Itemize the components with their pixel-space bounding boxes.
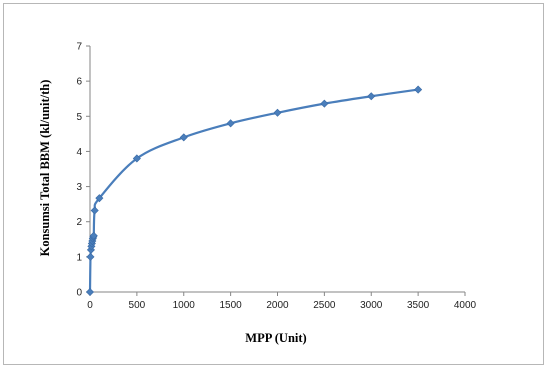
data-point-marker [179,133,188,142]
chart-frame [3,3,544,365]
data-point-marker [89,231,98,240]
data-point-marker [132,154,141,163]
axes [86,45,466,296]
x-tick-label: 3500 [407,300,430,311]
y-tick-label: 6 [76,77,82,88]
data-point-marker [226,119,235,128]
y-axis-label: Konsumsi Total BBM (kl/unit/th) [38,80,52,257]
x-axis-label: MPP (Unit) [245,331,306,345]
y-tick-labels: 0 1 2 3 4 5 6 7 [76,42,82,299]
x-tick-label: 500 [129,300,146,311]
y-tick-label: 2 [76,217,82,228]
x-tick-label: 2500 [313,300,336,311]
data-point-marker [414,85,423,94]
data-point-marker [86,252,95,261]
series-layer [85,85,423,297]
y-tick-label: 1 [76,252,82,263]
y-tick-label: 7 [76,42,82,53]
y-tick-label: 4 [76,147,82,158]
y-tick-label: 3 [76,182,82,193]
data-point-marker [273,108,282,117]
x-tick-label: 3000 [360,300,383,311]
data-point-marker [320,99,329,108]
data-point-marker [95,194,104,203]
x-tick-label: 1500 [220,300,243,311]
x-tick-label: 4000 [454,300,477,311]
data-point-marker [90,206,99,215]
x-tick-labels: 0 500 1000 1500 2000 2500 3000 3500 4000 [87,300,476,311]
x-tick-label: 1000 [173,300,196,311]
data-point-marker [367,92,376,101]
series-line [88,88,419,293]
data-point-marker [85,287,95,297]
x-tick-label: 2000 [266,300,289,311]
x-tick-label: 0 [87,300,93,311]
y-tick-label: 0 [76,288,82,299]
y-tick-label: 5 [76,112,82,123]
